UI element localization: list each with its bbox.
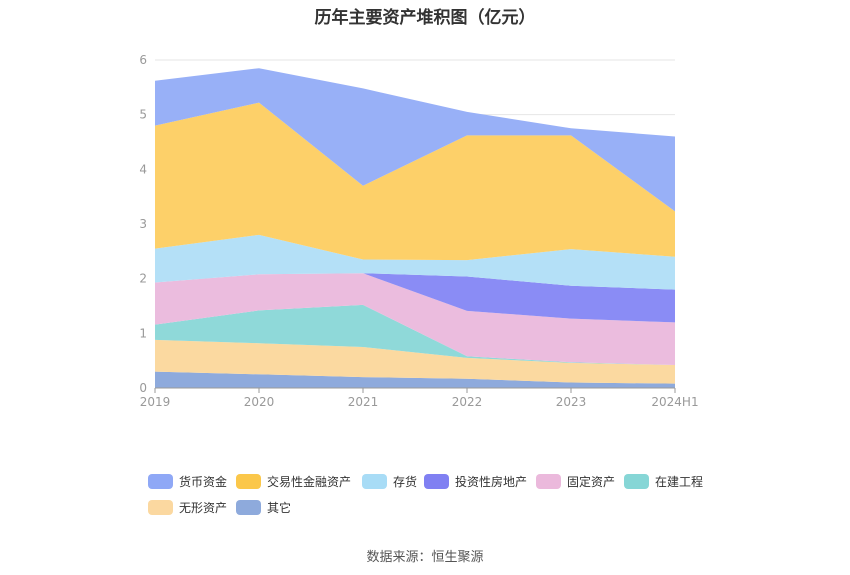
x-tick-label: 2021: [348, 395, 379, 409]
legend-label: 交易性金融资产: [267, 474, 352, 489]
legend-item[interactable]: 固定资产: [536, 472, 615, 490]
y-tick-label: 5: [139, 108, 147, 122]
legend-label: 货币资金: [179, 474, 228, 489]
axes: 0 1 2 3 4 5 6 2019 2020 2021 2022 2023 2024H1: [139, 53, 698, 409]
legend-label: 无形资产: [179, 500, 228, 515]
data-source-note: 数据来源：恒生聚源: [366, 550, 484, 565]
area-交易性金融资产: [155, 102, 675, 261]
area-投资性房地产: [155, 273, 675, 323]
y-tick-label: 6: [139, 53, 147, 67]
legend-swatch: [148, 473, 173, 489]
legend-label: 在建工程: [655, 474, 704, 489]
x-tick-label: 2019: [140, 395, 171, 409]
area-其它: [155, 371, 675, 388]
legend-label: 投资性房地产: [455, 474, 528, 489]
area-货币资金: [155, 68, 675, 212]
area-存货: [155, 234, 675, 290]
legend-item[interactable]: 货币资金: [148, 472, 227, 490]
area-series-layer: [155, 68, 675, 388]
legend-swatch: [236, 473, 261, 489]
area-固定资产: [155, 273, 675, 365]
legend-swatch: [624, 473, 649, 489]
area-在建工程: [155, 304, 675, 365]
stacked-area-chart: 0 1 2 3 4 5 6 2019 2020 2021 2022 2023 2024H1: [139, 53, 698, 409]
x-tick-label: 2020: [244, 395, 275, 409]
legend-item[interactable]: 其它: [236, 498, 291, 516]
legend-item[interactable]: 投资性房地产: [424, 472, 527, 490]
x-tick-label: 2023: [556, 395, 587, 409]
legend-label: 存货: [393, 474, 418, 489]
legend-item[interactable]: 交易性金融资产: [236, 472, 351, 490]
x-tick-label: 2024H1: [651, 395, 698, 409]
y-tick-label: 2: [139, 272, 147, 286]
y-tick-label: 3: [139, 217, 147, 231]
y-tick-label: 1: [139, 326, 147, 340]
legend-item[interactable]: 无形资产: [148, 498, 227, 516]
y-tick-label: 4: [139, 162, 147, 176]
legend-swatch: [236, 499, 261, 515]
legend-item[interactable]: 在建工程: [624, 472, 703, 490]
legend-swatch: [536, 473, 561, 489]
legend-swatch: [148, 499, 173, 515]
legend-swatch: [424, 473, 449, 489]
y-tick-label: 0: [139, 381, 147, 395]
x-tick-label: 2022: [452, 395, 483, 409]
legend-item[interactable]: 存货: [362, 472, 417, 490]
legend-label: 固定资产: [567, 474, 616, 489]
legend-swatch: [362, 473, 387, 489]
area-无形资产: [155, 339, 675, 384]
chart-title: 历年主要资产堆积图（亿元）: [314, 8, 536, 28]
legend-label: 其它: [267, 500, 292, 515]
